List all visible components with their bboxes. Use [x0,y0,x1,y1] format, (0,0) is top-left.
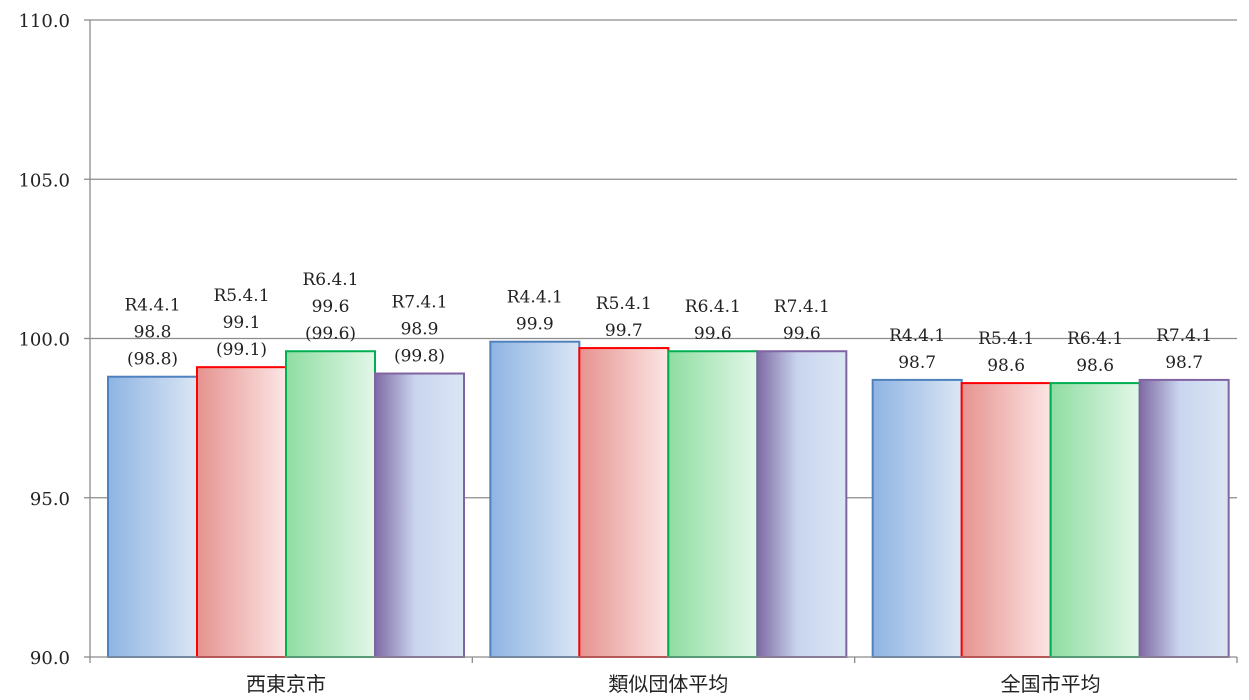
y-tick-label: 110.0 [18,11,70,32]
data-label-line: (98.8) [127,350,178,370]
bar-R4.4.1-類似団体平均 [489,340,581,658]
data-label-line: R4.4.1 [507,288,563,308]
data-labels: R4.4.1 98.8 (98.8) R4.4.1 99.9 R4.4.1 98.7 R5.4… [124,270,1212,376]
bar-R5.4.1-西東京市 [196,366,287,658]
data-label: R4.4.1 98.8 (98.8) [124,296,180,370]
y-tick-label: 105.0 [18,170,70,191]
bar-R6.4.1-類似団体平均 [667,350,759,658]
data-label-line: 98.7 [1165,353,1203,373]
bar-R5.4.1-類似団体平均 [578,347,670,658]
data-label-line: 99.7 [605,321,643,341]
data-label-line: 99.6 [783,324,821,344]
data-label: R7.4.1 98.7 [1156,326,1212,373]
data-label-line: R7.4.1 [774,297,830,317]
data-label-line: 98.6 [1076,356,1114,376]
axes: 90.0 95.0 100.0 105.0 110.0 西東京市 類似団体平均 全国市平均 [18,11,1238,696]
data-label-line: R4.4.1 [124,296,180,316]
y-tick-label: 90.0 [30,648,70,669]
data-label: R4.4.1 99.9 [507,288,563,335]
y-tick-label: 95.0 [30,489,70,510]
data-label-line: 98.6 [987,356,1025,376]
data-label-line: R5.4.1 [596,294,652,314]
bar-R4.4.1-西東京市 [107,375,198,658]
data-label-line: 98.9 [401,320,439,340]
data-label-line: (99.8) [394,347,445,367]
data-label: R7.4.1 99.6 [774,297,830,344]
data-label: R4.4.1 98.7 [889,326,945,373]
bar-R7.4.1-類似団体平均 [756,350,848,658]
data-label-line: R5.4.1 [978,329,1034,349]
bar-R6.4.1-西東京市 [285,350,376,658]
bars [107,340,1230,658]
x-category-label: 全国市平均 [1001,672,1101,696]
data-label-line: R7.4.1 [1156,326,1212,346]
data-label: R5.4.1 99.7 [596,294,652,341]
x-category-label: 類似団体平均 [608,672,728,696]
data-label-line: 98.8 [134,323,172,343]
data-label-line: R6.4.1 [685,297,741,317]
data-label-line: (99.6) [305,324,356,344]
data-label-line: 99.6 [694,324,732,344]
data-label: R6.4.1 98.6 [1067,329,1123,376]
data-label: R6.4.1 99.6 [685,297,741,344]
data-label: R5.4.1 99.1 (99.1) [213,286,269,360]
y-tick-label: 100.0 [18,330,70,351]
data-label-line: 99.9 [516,315,554,335]
data-label-line: 98.7 [898,353,936,373]
data-label: R7.4.1 98.9 (99.8) [391,293,447,367]
bar-R4.4.1-全国市平均 [871,378,963,658]
data-label-line: (99.1) [216,340,267,360]
bar-R6.4.1-全国市平均 [1049,382,1141,658]
data-label-line: R7.4.1 [391,293,447,313]
data-label-line: R5.4.1 [213,286,269,306]
bar-R5.4.1-全国市平均 [960,382,1052,658]
data-label: R5.4.1 98.6 [978,329,1034,376]
data-label-line: R6.4.1 [302,270,358,290]
bar-R7.4.1-西東京市 [374,372,465,658]
data-label-line: R6.4.1 [1067,329,1123,349]
data-label-line: 99.6 [312,297,350,317]
data-label-line: 99.1 [223,313,261,333]
x-category-label: 西東京市 [246,672,326,696]
bar-R7.4.1-全国市平均 [1138,378,1230,658]
data-label: R6.4.1 99.6 (99.6) [302,270,358,344]
data-label-line: R4.4.1 [889,326,945,346]
